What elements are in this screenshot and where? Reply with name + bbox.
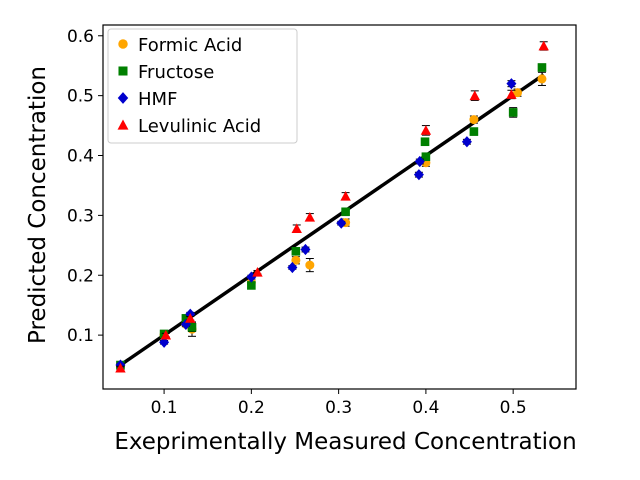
legend-entry: Fructose [118, 62, 214, 83]
x-tick-label: 0.3 [325, 398, 352, 418]
data-point [300, 243, 311, 256]
data-point [247, 281, 256, 290]
legend-entry: Levulinic Acid [117, 116, 261, 137]
data-point [420, 125, 432, 135]
legend-entry: HMF [117, 89, 177, 110]
data-point [160, 329, 172, 340]
data-point [159, 336, 170, 348]
legend-entry: Formic Acid [118, 35, 242, 56]
data-point [287, 261, 298, 274]
data-point [246, 271, 257, 283]
plot-frame [102, 24, 577, 390]
data-point [506, 78, 517, 90]
legend-label: Formic Acid [138, 35, 242, 56]
x-tick-label: 0.4 [412, 398, 439, 418]
data-point [187, 323, 197, 332]
data-point [252, 267, 263, 277]
legend-marker [118, 39, 128, 49]
x-tick-label: 0.2 [238, 398, 265, 418]
data-point [336, 217, 347, 229]
data-point [508, 108, 518, 117]
data-point [538, 40, 549, 51]
y-tick-label: 0.2 [67, 266, 94, 286]
data-point [304, 211, 316, 222]
y-tick-label: 0.5 [67, 87, 94, 107]
legend: Formic Acid Fructose HMF Levulinic Acid [107, 28, 298, 144]
y-tick-label: 0.3 [67, 206, 94, 226]
data-point [506, 89, 517, 99]
data-point [469, 127, 479, 136]
y-tick-label: 0.4 [67, 147, 94, 167]
data-point [291, 223, 302, 233]
data-point [537, 63, 547, 72]
series-layer [115, 40, 549, 373]
x-tick-label: 0.1 [151, 398, 178, 418]
data-point [305, 260, 315, 270]
x-axis-label: Exeprimentally Measured Concentration [114, 429, 576, 455]
legend-marker [117, 92, 129, 104]
legend-label: HMF [138, 89, 177, 110]
y-axis-label: Predicted Concentration [25, 66, 51, 344]
data-point [461, 136, 472, 148]
legend-label: Fructose [138, 62, 214, 83]
data-point [413, 169, 424, 181]
data-point [340, 191, 351, 201]
legend-marker [117, 119, 129, 130]
data-point [469, 90, 480, 101]
data-point [421, 152, 431, 162]
data-point [115, 362, 126, 373]
legend-label: Levulinic Acid [138, 116, 261, 137]
data-point [341, 207, 350, 217]
data-point [469, 115, 479, 125]
legend-box [107, 28, 298, 144]
ticks-layer: 0.1 0.2 0.3 0.4 0.5 0.1 0.2 0.3 0.4 0.5 0.6 [67, 27, 527, 418]
data-point [181, 314, 191, 323]
x-tick-label: 0.5 [500, 398, 527, 418]
data-point [420, 137, 430, 147]
data-point [185, 313, 196, 323]
y-tick-label: 0.1 [67, 326, 94, 346]
data-point [414, 155, 425, 168]
data-point [291, 255, 301, 265]
y-tick-label: 0.6 [67, 27, 94, 47]
data-point [291, 247, 301, 256]
data-point [537, 74, 547, 84]
legend-marker [118, 66, 128, 76]
series-levulinic-acid [115, 40, 549, 373]
